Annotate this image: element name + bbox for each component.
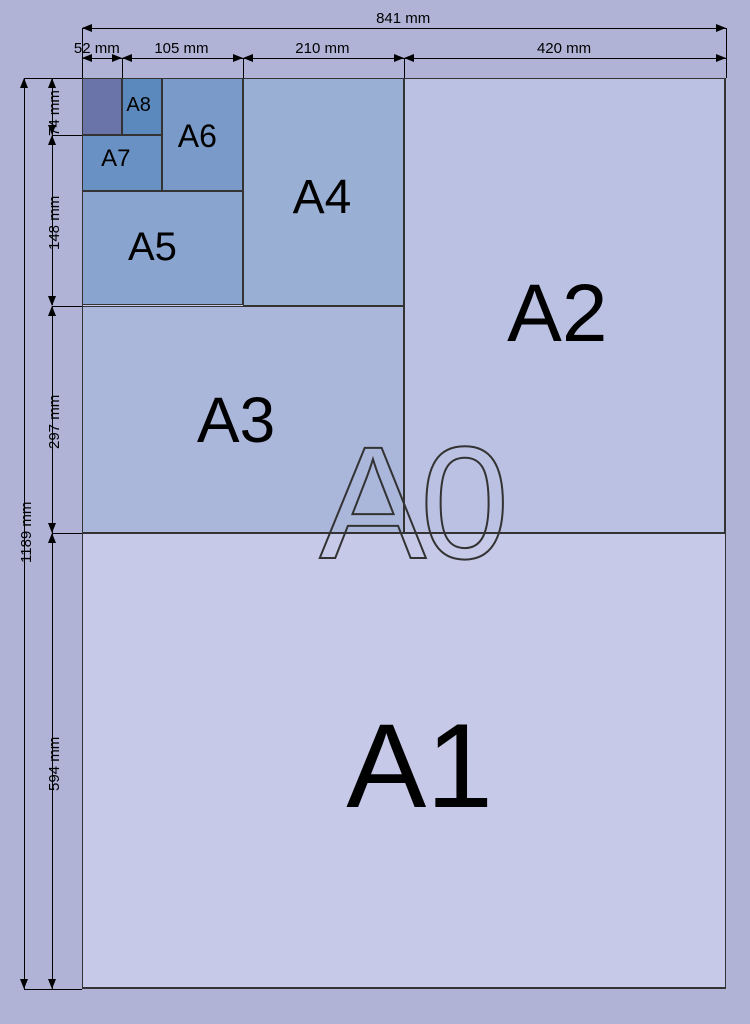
dim-label-top-2: 105 mm: [154, 40, 208, 57]
arrow-left-icon: [404, 54, 414, 62]
tick-icon: [52, 989, 82, 990]
dim-label-top-4: 420 mm: [537, 40, 591, 57]
dim-label-left-4: 594 mm: [46, 737, 63, 791]
arrow-right-icon: [233, 54, 243, 62]
dim-label-left-3: 297 mm: [46, 395, 63, 449]
arrow-up-icon: [48, 533, 56, 543]
tick-icon: [82, 58, 83, 78]
tick-icon: [243, 58, 244, 78]
label-a1: A1: [346, 706, 493, 826]
label-a0: A0: [319, 423, 503, 583]
arrow-up-icon: [48, 306, 56, 316]
label-a5: A5: [128, 227, 177, 267]
tick-icon: [52, 306, 82, 307]
arrow-down-icon: [48, 296, 56, 306]
dim-label-left-1: 74 mm: [46, 90, 63, 136]
label-a8: A8: [126, 95, 150, 115]
label-a2: A2: [507, 273, 607, 355]
sheet-a9: [82, 78, 122, 135]
arrow-up-icon: [20, 78, 28, 88]
arrow-right-icon: [394, 54, 404, 62]
tick-icon: [52, 135, 82, 136]
arrow-up-icon: [48, 78, 56, 88]
dim-label-left-0: 1189 mm: [18, 502, 35, 563]
tick-icon: [122, 58, 123, 78]
label-a7: A7: [101, 147, 130, 171]
dim-label-top-3: 210 mm: [295, 40, 349, 57]
arrow-down-icon: [48, 979, 56, 989]
arrow-down-icon: [20, 979, 28, 989]
tick-icon: [52, 78, 82, 79]
arrow-left-icon: [122, 54, 132, 62]
arrow-left-icon: [243, 54, 253, 62]
arrow-left-icon: [82, 24, 92, 32]
arrow-right-icon: [716, 24, 726, 32]
arrow-down-icon: [48, 523, 56, 533]
dim-line-top-4: [404, 58, 726, 59]
tick-icon: [52, 533, 82, 534]
dim-line-top-2: [122, 58, 243, 59]
label-a6: A6: [178, 120, 217, 152]
tick-icon: [404, 58, 405, 78]
label-a3: A3: [197, 388, 275, 452]
dim-line-top-0: [82, 28, 726, 29]
dim-line-top-3: [243, 58, 404, 59]
dim-label-top-1: 52 mm: [74, 40, 120, 57]
dim-label-left-2: 148 mm: [46, 196, 63, 250]
label-a4: A4: [293, 174, 352, 222]
arrow-right-icon: [716, 54, 726, 62]
arrow-up-icon: [48, 135, 56, 145]
tick-icon: [726, 58, 727, 78]
dim-label-top-0: 841 mm: [376, 10, 430, 27]
